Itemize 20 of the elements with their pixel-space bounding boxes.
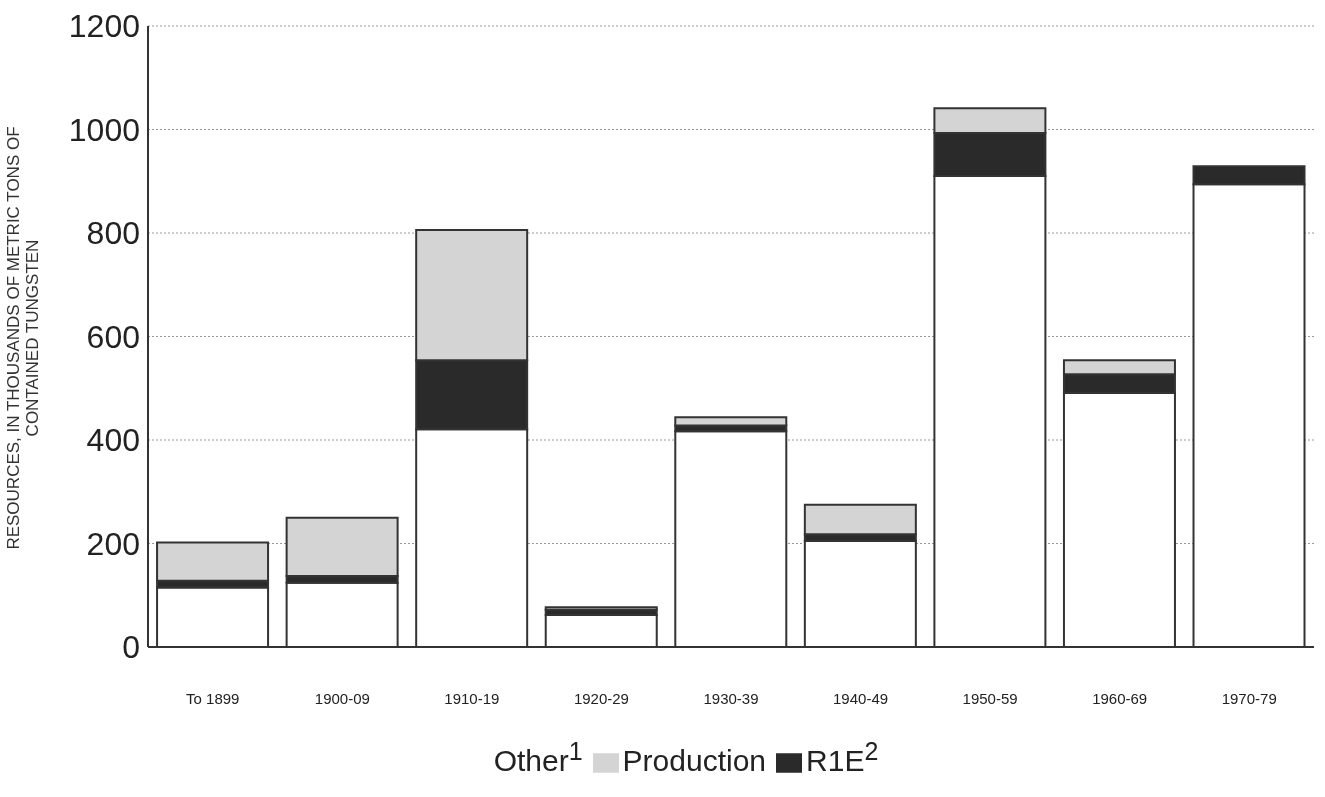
x-tick-label: 1900-09 [314, 689, 370, 707]
x-tick-label: 1920-29 [573, 689, 629, 707]
y-tick-label: 1000 [68, 111, 140, 148]
x-tick-label: To 1899 [186, 689, 240, 707]
legend-label: R1E$^{2}$ [806, 737, 879, 777]
y-tick-label: 800 [86, 215, 140, 252]
x-tick-label: 1940-49 [833, 689, 889, 707]
x-tick-label: 1910-19 [444, 689, 500, 707]
x-tick-label: 1970-79 [1221, 689, 1277, 707]
x-tick-label: 1930-39 [703, 689, 759, 707]
x-tick-label: 1960-69 [1092, 689, 1148, 707]
x-tick-label: 1950-59 [962, 689, 1018, 707]
y-tick-label: 200 [86, 525, 140, 562]
text: Other$^{1}$ [493, 737, 583, 777]
y-tick-label: 400 [86, 422, 140, 459]
y-axis-title: RESOURCES, IN THOUSANDS OF METRIC TONS OF CONTAINED TUNGSTEN [3, 125, 43, 552]
y-tick-label: 600 [86, 318, 140, 355]
y-tick-label: 1200 [68, 8, 140, 45]
legend-label: Production [622, 744, 767, 777]
y-tick-label: 0 [122, 629, 140, 666]
